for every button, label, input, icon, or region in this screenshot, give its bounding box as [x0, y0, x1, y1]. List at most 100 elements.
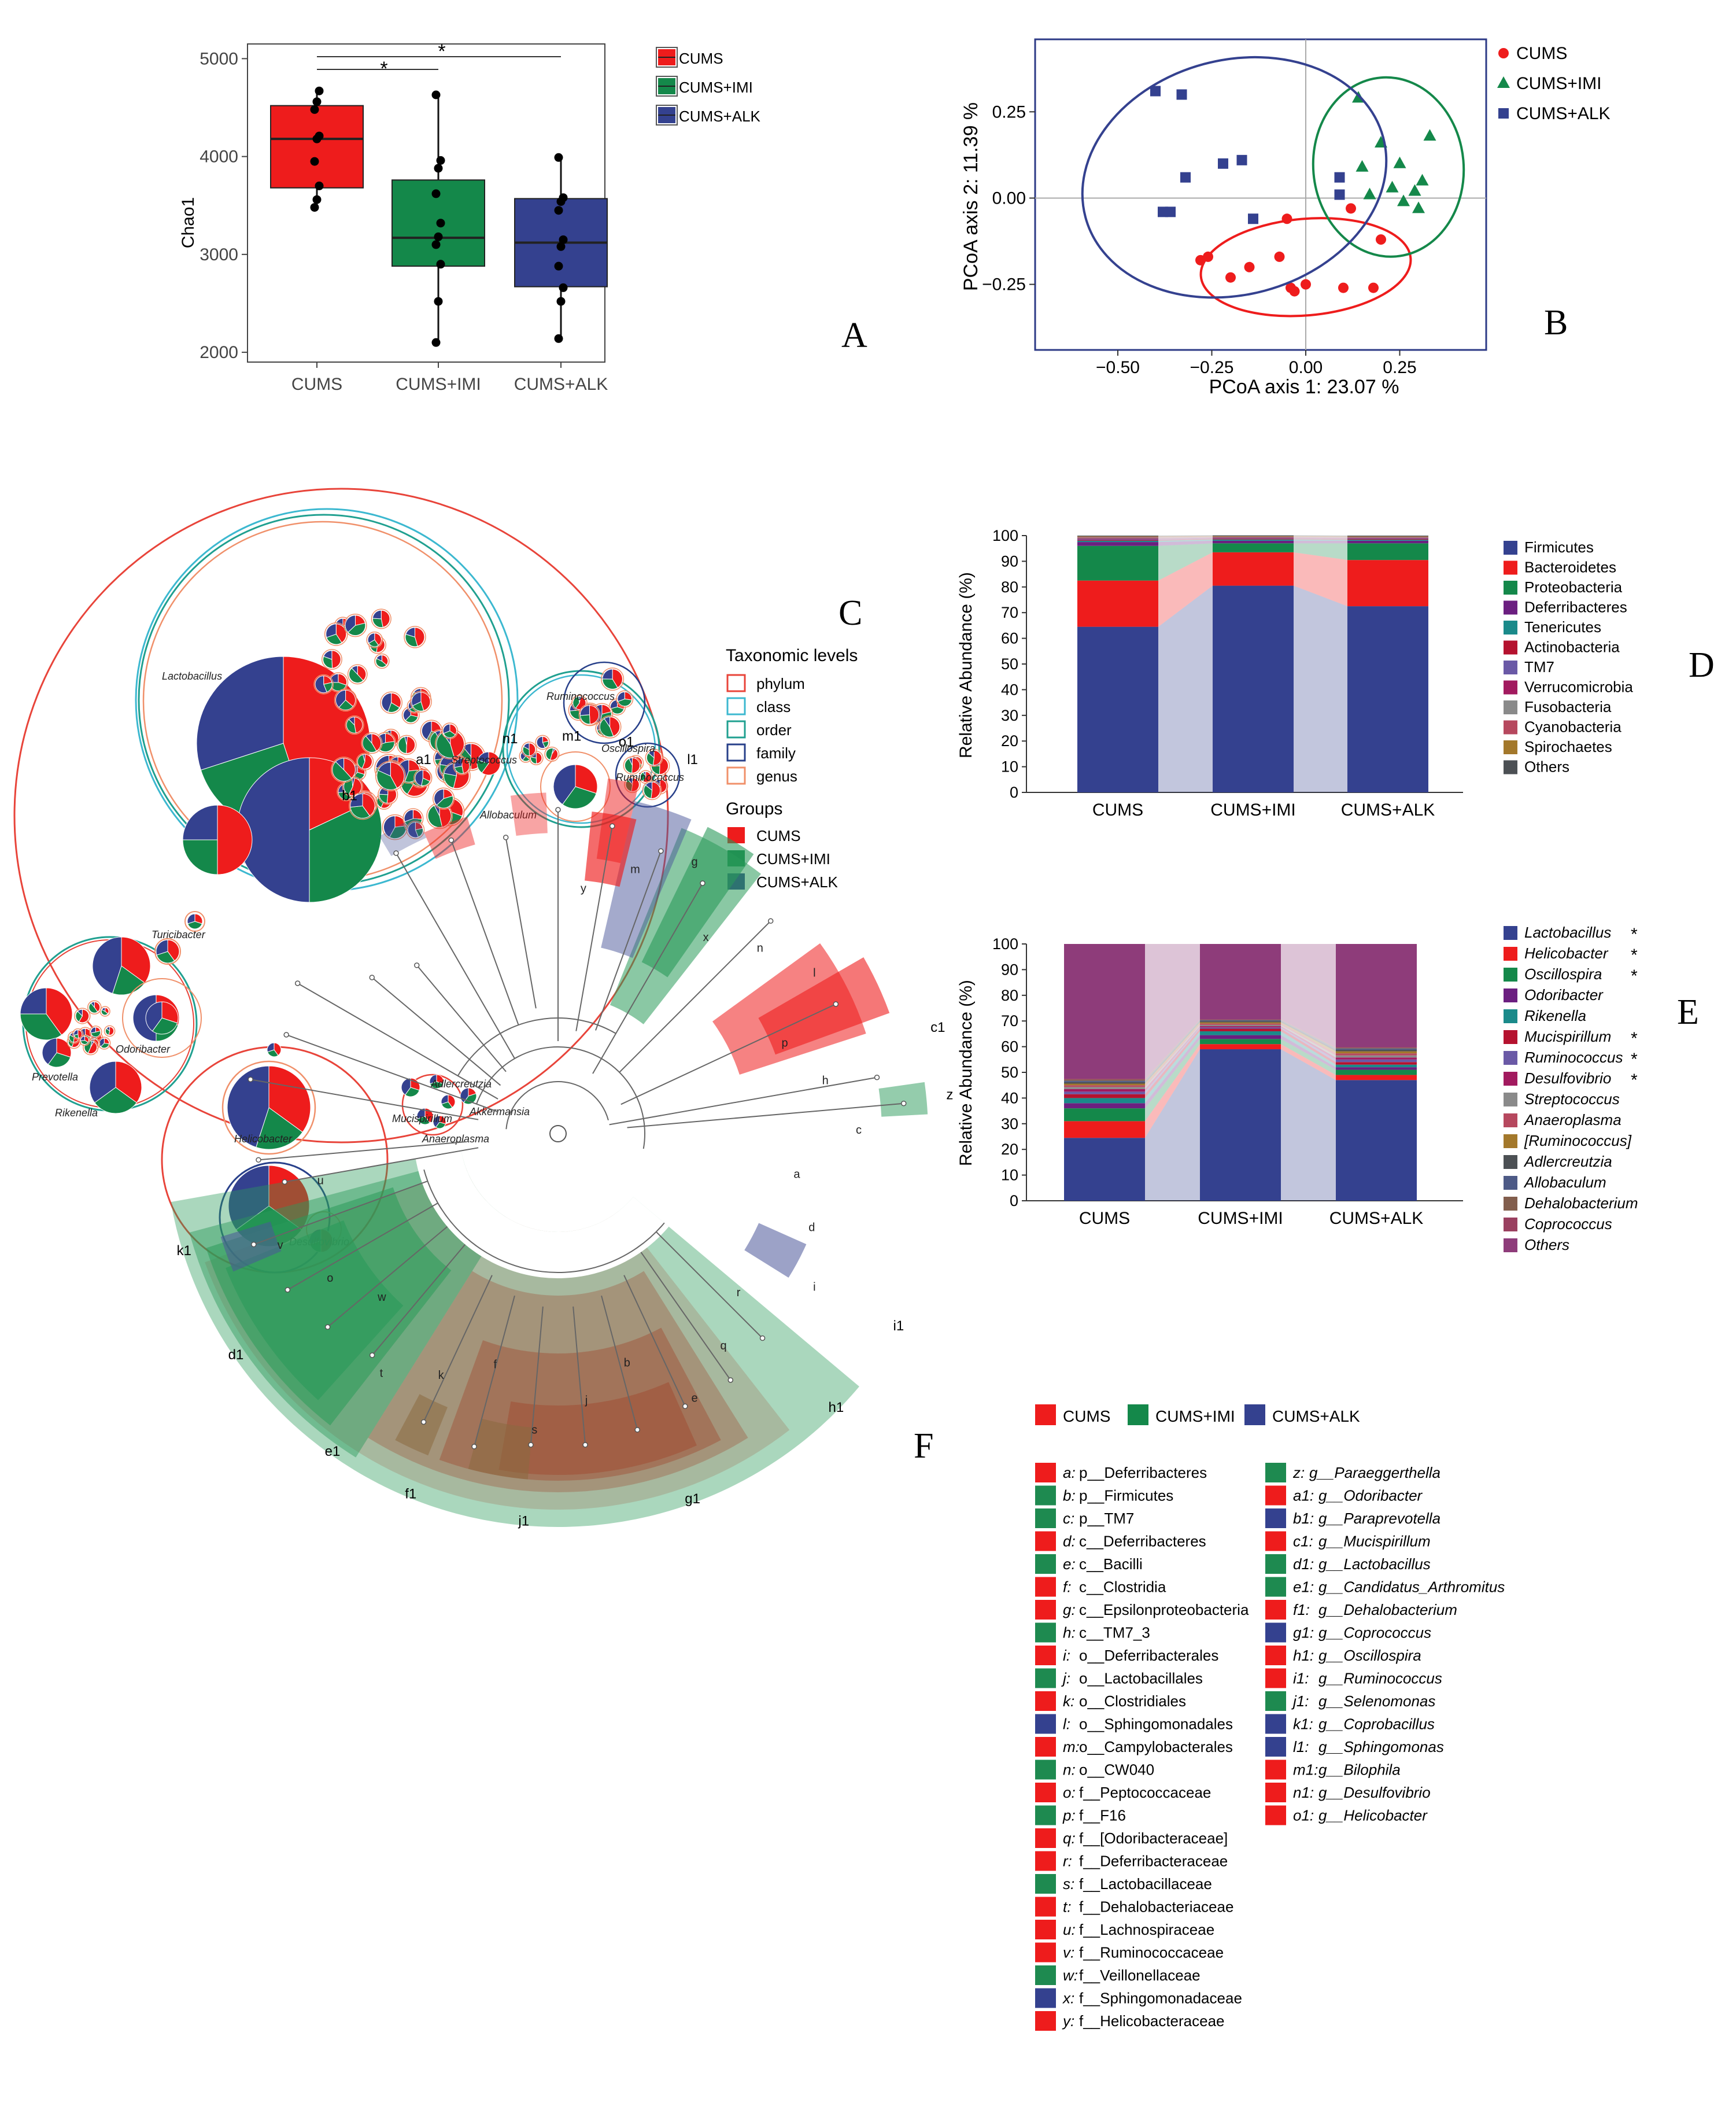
legend-swatch	[1504, 947, 1517, 961]
f-legend-key: u:	[1063, 1921, 1076, 1938]
legend-swatch	[1504, 740, 1517, 754]
f-outer-label: g1	[685, 1491, 700, 1507]
legend-star: *	[1631, 946, 1638, 965]
bar-segment	[1347, 536, 1428, 537]
b-point	[1177, 89, 1187, 99]
bar-segment	[1064, 1089, 1145, 1091]
f-legend-swatch	[1265, 1600, 1286, 1620]
c-legend-swatch	[727, 675, 745, 691]
f-legend-name: o__Sphingomonadales	[1079, 1716, 1233, 1733]
c-group-label: CUMS+IMI	[756, 850, 830, 868]
legend-swatch	[1504, 1218, 1517, 1231]
f-inner-label: m	[630, 863, 640, 876]
bar-segment	[1064, 1079, 1145, 1080]
f-legend-swatch	[1035, 2011, 1056, 2031]
legend-label: Odoribacter	[1524, 986, 1604, 1004]
legend-swatch	[1504, 1030, 1517, 1044]
b-xtick-label: 0.25	[1383, 358, 1416, 377]
ytick-label: 30	[1001, 1115, 1018, 1133]
b-point	[1195, 255, 1206, 265]
a-point	[434, 297, 443, 306]
c-taxon-label: Ruminococcus	[616, 772, 684, 783]
f-inner-label: e	[692, 1392, 698, 1404]
a-sig-star: *	[380, 58, 387, 80]
f-legend-swatch	[1035, 1714, 1056, 1734]
f-node	[394, 851, 398, 855]
legend-label: Anaeroplasma	[1523, 1111, 1622, 1128]
f-legend-name: c__Deferribacteres	[1079, 1533, 1206, 1550]
f-legend-swatch	[1035, 1737, 1056, 1757]
f-legend-name: f__F16	[1079, 1807, 1126, 1824]
c-taxon-label: Helicobacter	[234, 1133, 293, 1145]
ytick-label: 90	[1001, 552, 1018, 570]
c-taxon-label: Turicibacter	[152, 929, 206, 940]
f-legend-name: g__Odoribacter	[1318, 1487, 1423, 1504]
bar-segment	[1200, 944, 1281, 1020]
f-node	[256, 1157, 261, 1162]
c-tax-title: Taxonomic levels	[726, 646, 858, 665]
legend-swatch	[1504, 1176, 1517, 1190]
f-legend-key: o1:	[1293, 1807, 1314, 1824]
legend-label: Actinobacteria	[1524, 639, 1620, 656]
f-node	[472, 1444, 477, 1449]
f-legend-swatch	[1035, 1463, 1056, 1482]
bar-segment	[1336, 1049, 1417, 1050]
f-legend-name: g__Candidatus_Arthromitus	[1318, 1578, 1505, 1596]
f-legend-name: g__Paraeggerthella	[1309, 1464, 1440, 1481]
f-legend-swatch	[1035, 1760, 1056, 1780]
f-node	[415, 963, 419, 968]
legend-swatch	[1504, 641, 1517, 655]
ytick-label: 20	[1001, 732, 1018, 750]
c-legend-swatch	[727, 698, 745, 714]
f-outer-label: b1	[342, 788, 357, 803]
c-taxon-label: Odoribacter	[116, 1043, 171, 1055]
ytick-label: 30	[1001, 707, 1018, 724]
c-taxon-label: Akkermansia	[469, 1106, 530, 1117]
legend-swatch	[1504, 621, 1517, 635]
f-legend-key: t:	[1063, 1898, 1071, 1916]
flow-band	[1294, 541, 1347, 543]
bar-segment	[1064, 1103, 1145, 1108]
a-point	[555, 334, 563, 343]
bar-segment	[1347, 543, 1428, 560]
ytick-label: 100	[992, 527, 1018, 544]
legend-star: *	[1631, 1050, 1638, 1069]
c-group-label: CUMS+ALK	[756, 873, 839, 891]
c-legend-swatch	[727, 768, 745, 784]
legend-swatch	[1504, 1155, 1517, 1169]
f-legend-key: d1:	[1293, 1555, 1314, 1573]
f-legend-key: r:	[1063, 1853, 1072, 1870]
a-point	[555, 153, 563, 162]
f-inner-label: h	[822, 1074, 829, 1087]
f-inner-label: v	[278, 1239, 283, 1252]
legend-swatch	[1504, 601, 1517, 615]
bar-segment	[1336, 944, 1417, 1047]
f-inner-label: a	[793, 1168, 800, 1181]
f-legend-name: c__Bacilli	[1079, 1555, 1143, 1573]
bar-segment	[1213, 543, 1294, 552]
f-node	[610, 824, 615, 828]
f-legend-swatch	[1035, 1943, 1056, 1963]
c-legend-swatch	[727, 744, 745, 761]
ytick-label: 100	[992, 935, 1018, 953]
ytick-label: 80	[1001, 578, 1018, 596]
f-legend-name: f__Sphingomonadaceae	[1079, 1990, 1242, 2007]
b-point	[1244, 262, 1255, 272]
bar-segment	[1200, 1031, 1281, 1035]
legend-label: Adlercreutzia	[1523, 1153, 1612, 1170]
f-legend-name: c__Epsilonproteobacteria	[1079, 1601, 1249, 1618]
f-legend-swatch	[1035, 1508, 1056, 1528]
f-legend-key: n:	[1063, 1761, 1076, 1779]
panel-label-d: D	[1689, 645, 1715, 685]
b-point	[1301, 279, 1311, 290]
bar-segment	[1200, 1029, 1281, 1031]
a-point	[559, 193, 568, 202]
f-node	[556, 807, 560, 812]
legend-swatch	[1504, 1134, 1517, 1148]
f-node	[769, 919, 773, 923]
b-ytick-label: −0.25	[982, 275, 1026, 294]
b-point	[1180, 172, 1191, 183]
legend-label: Cyanobacteria	[1524, 718, 1622, 736]
bar-segment	[1213, 537, 1294, 538]
f-legend-swatch	[1035, 1806, 1056, 1825]
